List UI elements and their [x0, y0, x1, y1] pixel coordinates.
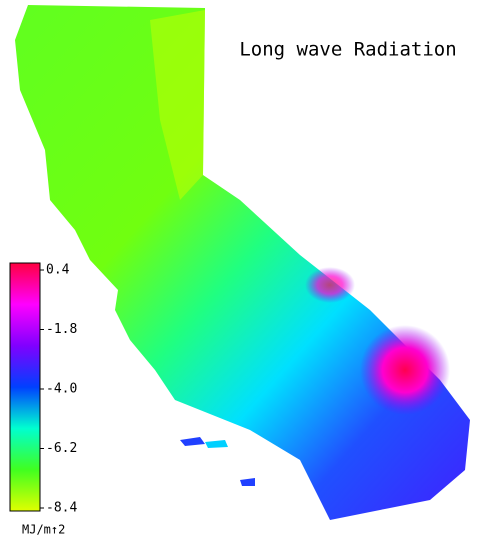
island: [240, 478, 255, 486]
hot-zone: [305, 267, 355, 303]
colorbar-tick-label: -4.0: [46, 382, 77, 397]
colorbar-unit: MJ/m↑2: [22, 523, 65, 537]
colorbar-tick-label: -8.4: [46, 501, 77, 516]
island: [180, 437, 205, 446]
north-yellow-zone: [150, 10, 205, 200]
colorbar: [9, 262, 41, 512]
island: [205, 440, 228, 448]
hot-zone: [360, 325, 450, 415]
colorbar-tick-label: 0.4: [46, 263, 70, 278]
colorbar-tick-label: -1.8: [46, 322, 77, 337]
california: [15, 5, 470, 520]
colorbar-tick-label: -6.2: [46, 441, 77, 456]
map-title: Long wave Radiation: [239, 39, 456, 61]
